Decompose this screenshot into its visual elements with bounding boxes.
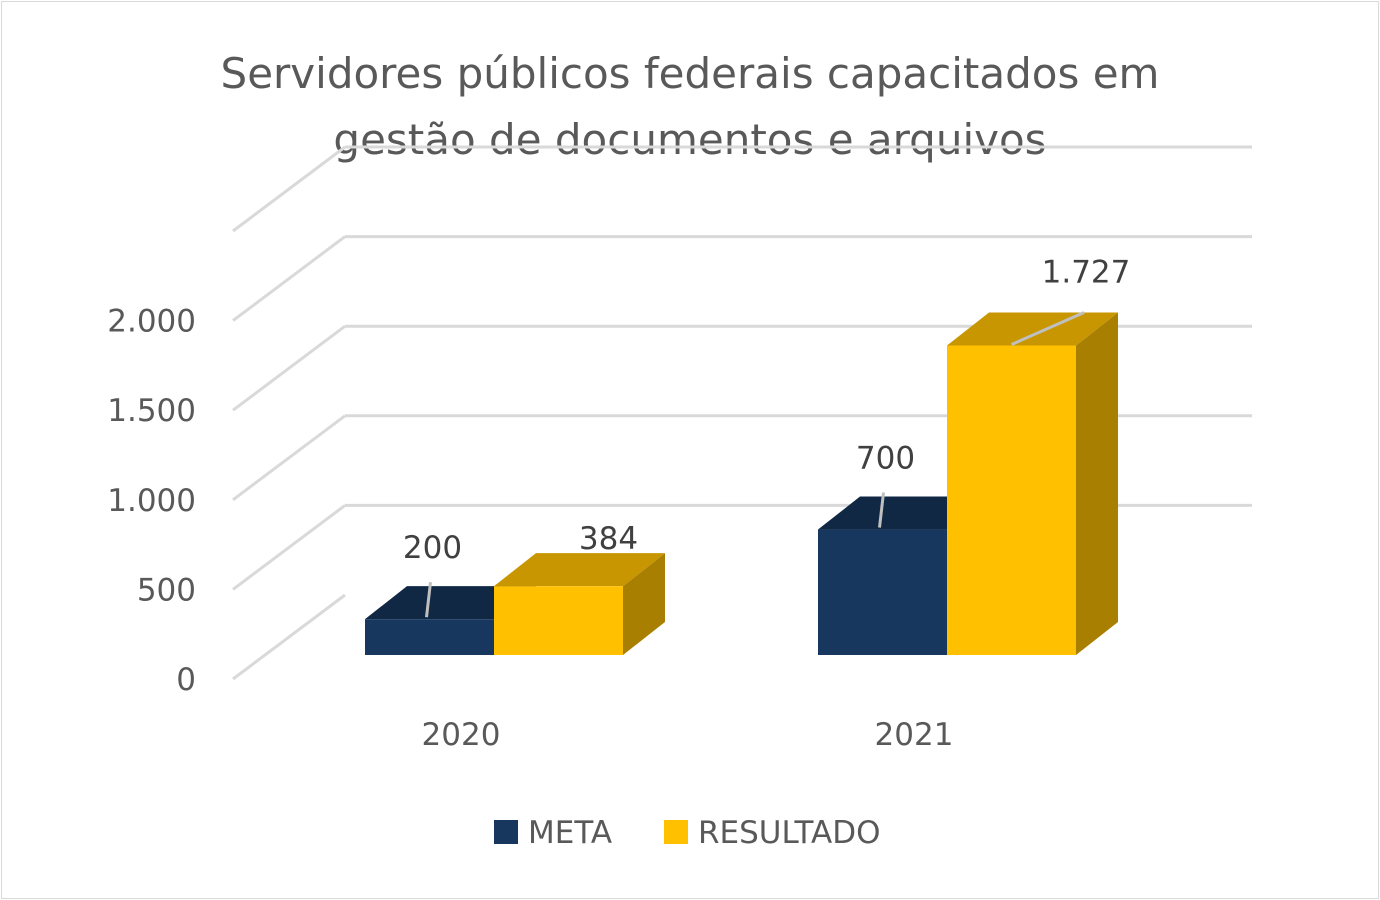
x-tick-label: 2020	[422, 717, 501, 753]
gridline-side	[232, 504, 346, 591]
gridline-side	[232, 325, 346, 412]
y-tick-label: 500	[137, 572, 196, 608]
bar-side-resultado	[1076, 312, 1118, 655]
bar-top-resultado	[494, 553, 665, 587]
data-label: 700	[856, 441, 915, 477]
bar-resultado-2021	[947, 345, 1076, 655]
bar-resultado-2020	[494, 586, 623, 655]
y-tick-label: 0	[176, 662, 196, 698]
leader-line	[1010, 311, 1085, 346]
y-tick-label: 1.500	[107, 393, 196, 429]
chart-title-line-2: gestão de documentos e arquivos	[333, 115, 1046, 164]
gridline-side	[232, 593, 346, 681]
bar-top-meta	[365, 586, 536, 620]
data-label: 1.727	[1042, 255, 1131, 291]
chart-title-line-1: Servidores públicos federais capacitados…	[221, 49, 1160, 98]
bar-side-resultado	[623, 553, 665, 655]
bar-meta-2020	[365, 619, 494, 655]
legend-swatch-meta	[494, 820, 518, 844]
y-tick-label: 1.000	[107, 483, 196, 519]
bar-top-meta	[818, 496, 989, 530]
leader-line	[878, 492, 885, 528]
gridline-side	[232, 145, 346, 233]
gridline-side	[232, 235, 346, 322]
legend-swatch-resultado	[664, 820, 688, 844]
data-label: 384	[579, 521, 638, 557]
x-tick-label: 2021	[875, 717, 954, 753]
bar-top-resultado	[947, 312, 1118, 346]
y-tick-label: 2.000	[107, 304, 196, 340]
legend-label: RESULTADO	[698, 815, 881, 851]
data-label: 200	[403, 530, 462, 566]
leader-line	[425, 581, 432, 618]
gridline-side	[232, 414, 346, 501]
legend-label: META	[528, 815, 612, 851]
bar-meta-2021	[818, 529, 947, 655]
